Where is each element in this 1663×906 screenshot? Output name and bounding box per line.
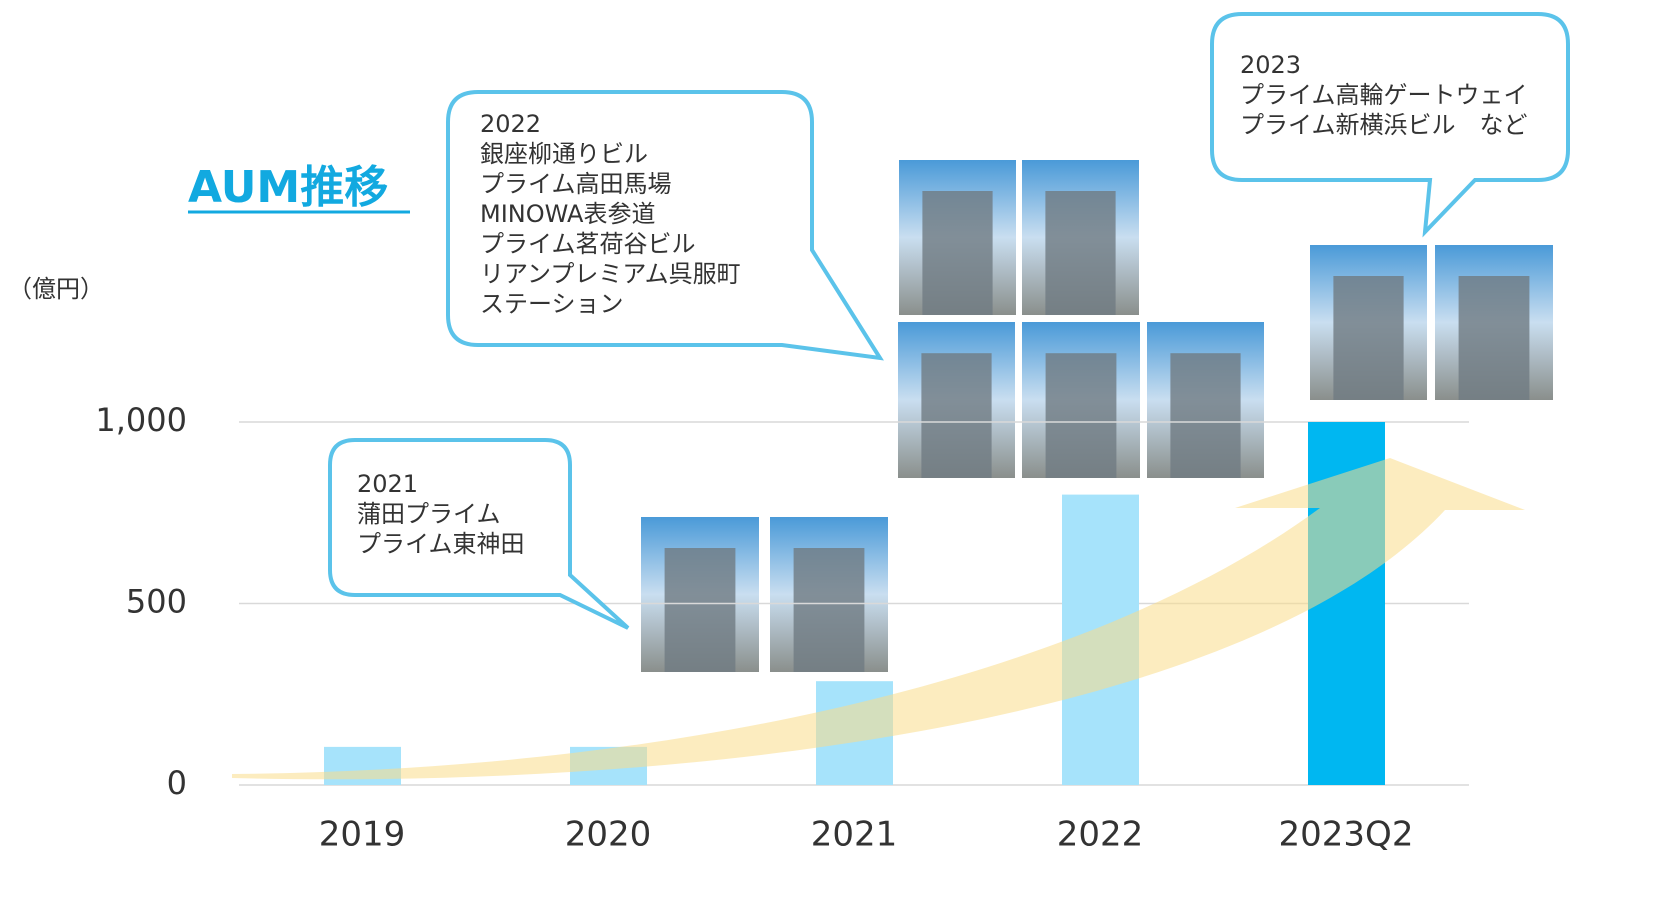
chart-title: AUM推移	[188, 162, 388, 213]
annotation-line: ステーション	[480, 290, 624, 318]
photo-building	[1046, 353, 1117, 478]
x-tick-label: 2022	[1057, 815, 1144, 855]
photo-building	[922, 191, 992, 315]
y-tick-label: 1,000	[95, 401, 187, 439]
annotation-line: 2022	[480, 110, 541, 138]
photo-building	[1170, 353, 1240, 478]
photo-building	[921, 353, 991, 478]
annotation-line: MINOWA表参道	[480, 200, 655, 228]
annotation-line: 2021	[357, 470, 418, 498]
annotation-line: 2023	[1240, 51, 1301, 79]
photo-building	[1459, 276, 1530, 400]
x-tick-label: 2019	[319, 815, 406, 855]
annotation-line: プライム茗荷谷ビル	[480, 230, 696, 258]
annotation-line: 蒲田プライム	[357, 500, 501, 528]
x-tick-label: 2020	[565, 815, 652, 855]
annotation-line: プライム東神田	[357, 530, 525, 558]
annotation-line: プライム高輪ゲートウェイ	[1240, 81, 1528, 109]
y-tick-label: 500	[126, 583, 187, 621]
chart: AUM推移 （億円） 0 500 1,000 2019 2020 2021 2022 2023…	[0, 0, 1663, 906]
photo-building	[665, 548, 736, 672]
y-tick-label: 0	[167, 764, 187, 802]
annotation-line: 銀座柳通りビル	[480, 140, 648, 168]
annotation-line: リアンプレミアム呉服町	[480, 260, 741, 288]
annotation-line: プライム新横浜ビル など	[1240, 111, 1528, 139]
photo-building	[794, 548, 865, 672]
photo-building	[1333, 276, 1403, 400]
photo-building	[1045, 191, 1115, 315]
x-tick-label: 2021	[811, 815, 898, 855]
x-tick-label: 2023Q2	[1279, 815, 1414, 855]
y-unit: （億円）	[8, 275, 104, 303]
annotation-line: プライム高田馬場	[480, 170, 672, 198]
